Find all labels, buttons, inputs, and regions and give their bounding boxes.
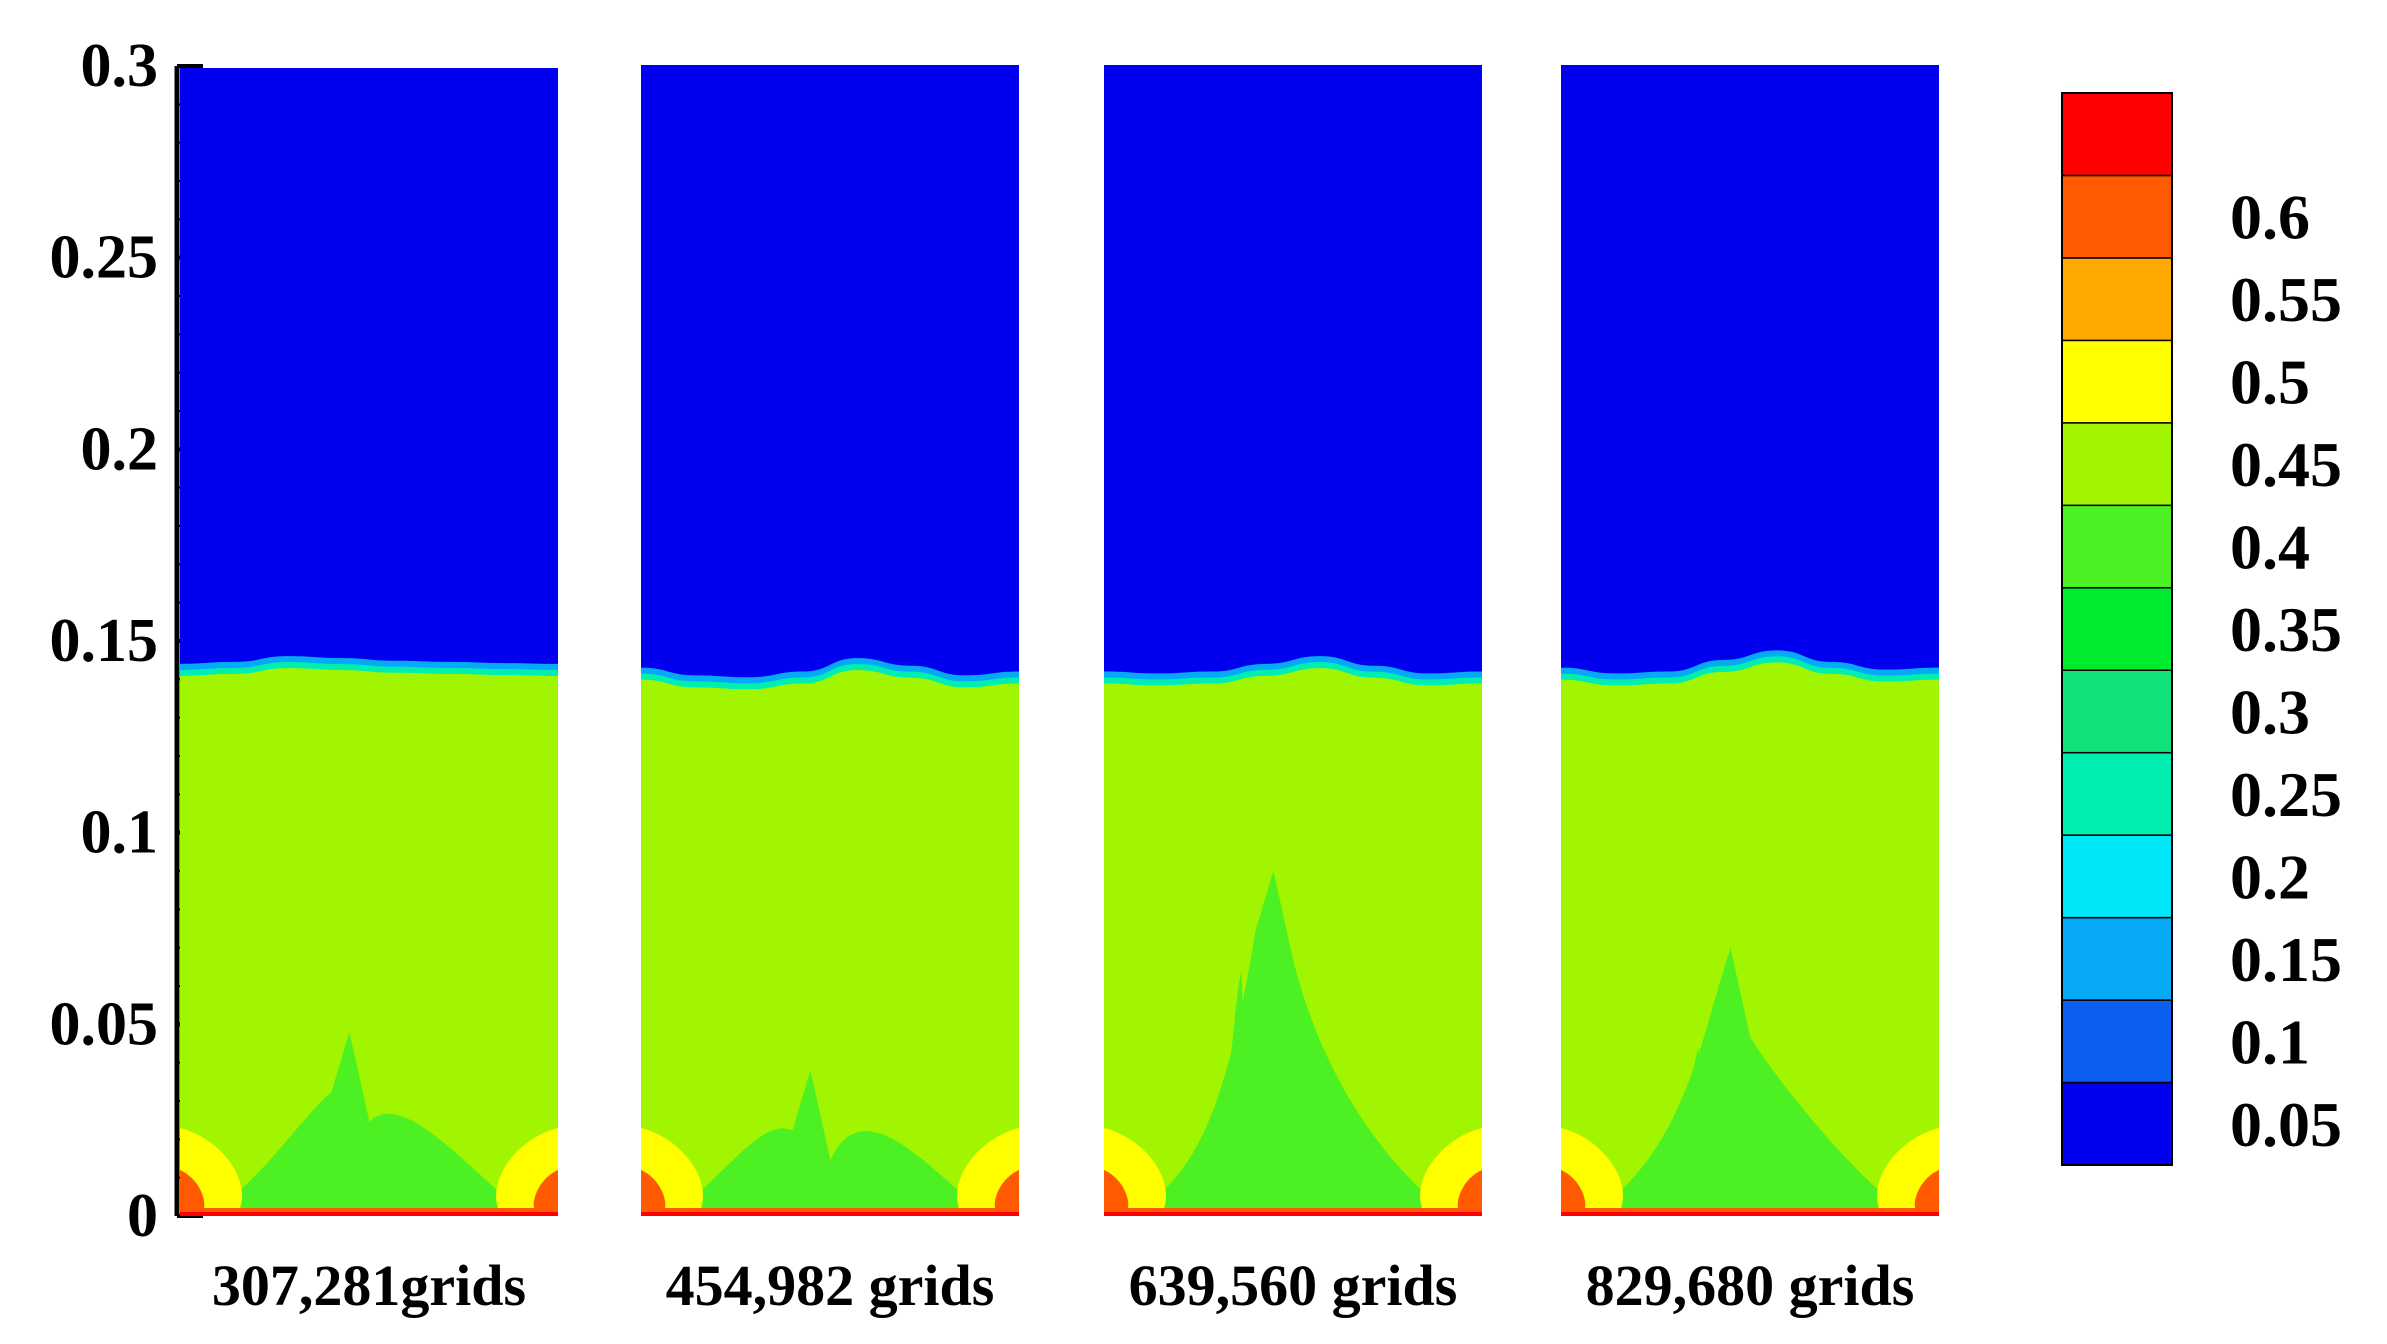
colorbar-swatch [2061, 504, 2173, 589]
panel-label: 307,281grids [212, 1253, 526, 1318]
colorbar-label: 0.6 [2230, 182, 2310, 253]
left-corner-hot [641, 1170, 666, 1208]
colorbar-label: 0.35 [2230, 594, 2342, 665]
distributor-core [641, 1212, 1019, 1216]
colorbar-label: 0.4 [2230, 512, 2310, 583]
panel-label: 829,680 grids [1586, 1253, 1915, 1318]
bed-region [180, 668, 558, 1216]
colorbar-swatch [2061, 834, 2173, 919]
distributor-core [1104, 1212, 1482, 1216]
colorbar-swatch [2061, 587, 2173, 671]
bed-region [1561, 662, 1939, 1216]
colorbar-label: 0.15 [2230, 924, 2342, 995]
colorbar-frame [2061, 92, 2173, 1166]
dense-plume [1144, 871, 1442, 1208]
colorbar-label: 0.1 [2230, 1006, 2310, 1077]
y-tick-label: 0.15 [50, 607, 159, 675]
right-corner-hot [533, 1170, 558, 1208]
colorbar-swatch [2061, 257, 2173, 342]
plume-finger [1672, 1047, 1707, 1208]
colorbar-label: 0.55 [2230, 264, 2342, 335]
distributor-core [180, 1212, 558, 1216]
y-axis: 0 0.05 0.1 0.15 0.2 0.25 0.3 [50, 32, 203, 1250]
colorbar-swatch [2061, 339, 2173, 424]
colorbar-swatch [2061, 916, 2173, 1001]
colorbar-swatch [2061, 1081, 2173, 1166]
y-tick-label: 0.3 [81, 32, 159, 100]
right-corner-hot [1914, 1170, 1939, 1208]
right-corner-hot [1457, 1170, 1482, 1208]
contour-panels: 307,281grids 454,982 grids 639,560 grids 82… [180, 65, 1939, 1318]
left-corner-hot [1104, 1170, 1129, 1208]
colorbar-swatch [2061, 92, 2173, 177]
colorbar-swatch [2061, 174, 2173, 259]
panel-label: 639,560 grids [1129, 1253, 1458, 1318]
bed-region [1104, 668, 1482, 1216]
plume-finger [291, 1132, 326, 1208]
colorbar-swatch [2061, 422, 2173, 507]
dense-plume [1601, 947, 1899, 1208]
colorbar-label: 0.45 [2230, 429, 2342, 500]
left-corner-hot [180, 1170, 205, 1208]
panel-label: 454,982 grids [666, 1253, 995, 1318]
right-corner-hot [994, 1170, 1019, 1208]
contour-panel: 829,680 grids [1561, 65, 1939, 1318]
y-tick-label: 0.2 [81, 415, 159, 483]
dense-plume [681, 1070, 979, 1208]
colorbar: 0.05 0.1 0.15 0.2 0.25 0.3 0.35 0.4 0.45 0.5 0.55 0… [2061, 92, 2342, 1166]
colorbar-swatch [2061, 669, 2173, 754]
colorbar-label: 0.5 [2230, 347, 2310, 418]
dense-plume [220, 1032, 518, 1208]
bed-region [641, 670, 1019, 1216]
contour-panel: 307,281grids [180, 68, 558, 1318]
left-corner-hot [1561, 1170, 1586, 1208]
distributor-core [1561, 1212, 1939, 1216]
colorbar-swatch [2061, 999, 2173, 1084]
y-tick-label: 0 [127, 1182, 158, 1250]
colorbar-swatch [2061, 751, 2173, 836]
colorbar-label: 0.3 [2230, 676, 2310, 747]
contour-panel: 454,982 grids [641, 65, 1019, 1318]
y-tick-label: 0.25 [50, 224, 159, 292]
contour-panel: 639,560 grids [1104, 65, 1482, 1318]
plume-finger [752, 1165, 787, 1208]
plume-finger [1215, 971, 1250, 1208]
y-tick-label: 0.1 [81, 799, 159, 867]
colorbar-label: 0.05 [2230, 1089, 2342, 1160]
colorbar-label: 0.25 [2230, 759, 2342, 830]
colorbar-label: 0.2 [2230, 841, 2310, 912]
y-tick-label: 0.05 [50, 990, 159, 1058]
